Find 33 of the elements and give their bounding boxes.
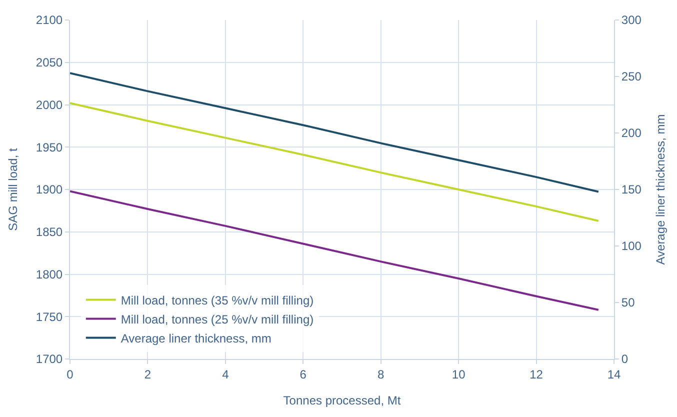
x-tick-label: 6: [300, 367, 307, 382]
y-tick-label: 1800: [36, 267, 63, 282]
y-tick-label: 1850: [36, 225, 63, 240]
x-tick-label: 10: [452, 367, 466, 382]
y-tick-label: 2050: [36, 56, 63, 70]
y2-tick-label: 150: [621, 182, 642, 197]
y-tick-label: 2000: [36, 98, 63, 112]
y-axis-title: SAG mill load, t: [6, 147, 20, 231]
x-tick-label: 2: [144, 367, 152, 382]
line-series: [70, 72, 600, 193]
x-tick-label: 4: [222, 367, 230, 382]
y-tick-label: 2100: [36, 13, 63, 28]
y2-tick-label: 300: [621, 13, 642, 28]
line-series: [70, 102, 600, 222]
legend-label: Mill load, tonnes (25 %v/v mill filling): [120, 312, 314, 326]
legend-label: Average liner thickness, mm: [120, 331, 272, 346]
x-tick-label: 14: [607, 367, 621, 382]
y2-tick-label: 0: [621, 352, 628, 366]
y2-tick-label: 200: [621, 126, 642, 140]
y2-tick-label: 100: [621, 239, 642, 254]
y-tick-label: 1900: [36, 182, 63, 197]
y-tick-label: 1950: [36, 140, 63, 154]
y2-tick-label: 250: [621, 70, 642, 84]
y-tick-label: 1750: [36, 310, 63, 324]
line-series: [70, 190, 600, 311]
y2-axis-title: Average liner thickness, mm: [654, 114, 668, 265]
y-tick-label: 1700: [36, 352, 63, 366]
legend-label: Mill load, tonnes (35 %v/v mill filling): [120, 293, 314, 308]
x-tick-label: 12: [530, 367, 544, 382]
x-axis-title: Tonnes processed, Mt: [283, 393, 402, 408]
x-tick-label: 8: [378, 367, 385, 382]
x-tick-label: 0: [66, 367, 74, 382]
y2-tick-label: 50: [621, 296, 636, 310]
